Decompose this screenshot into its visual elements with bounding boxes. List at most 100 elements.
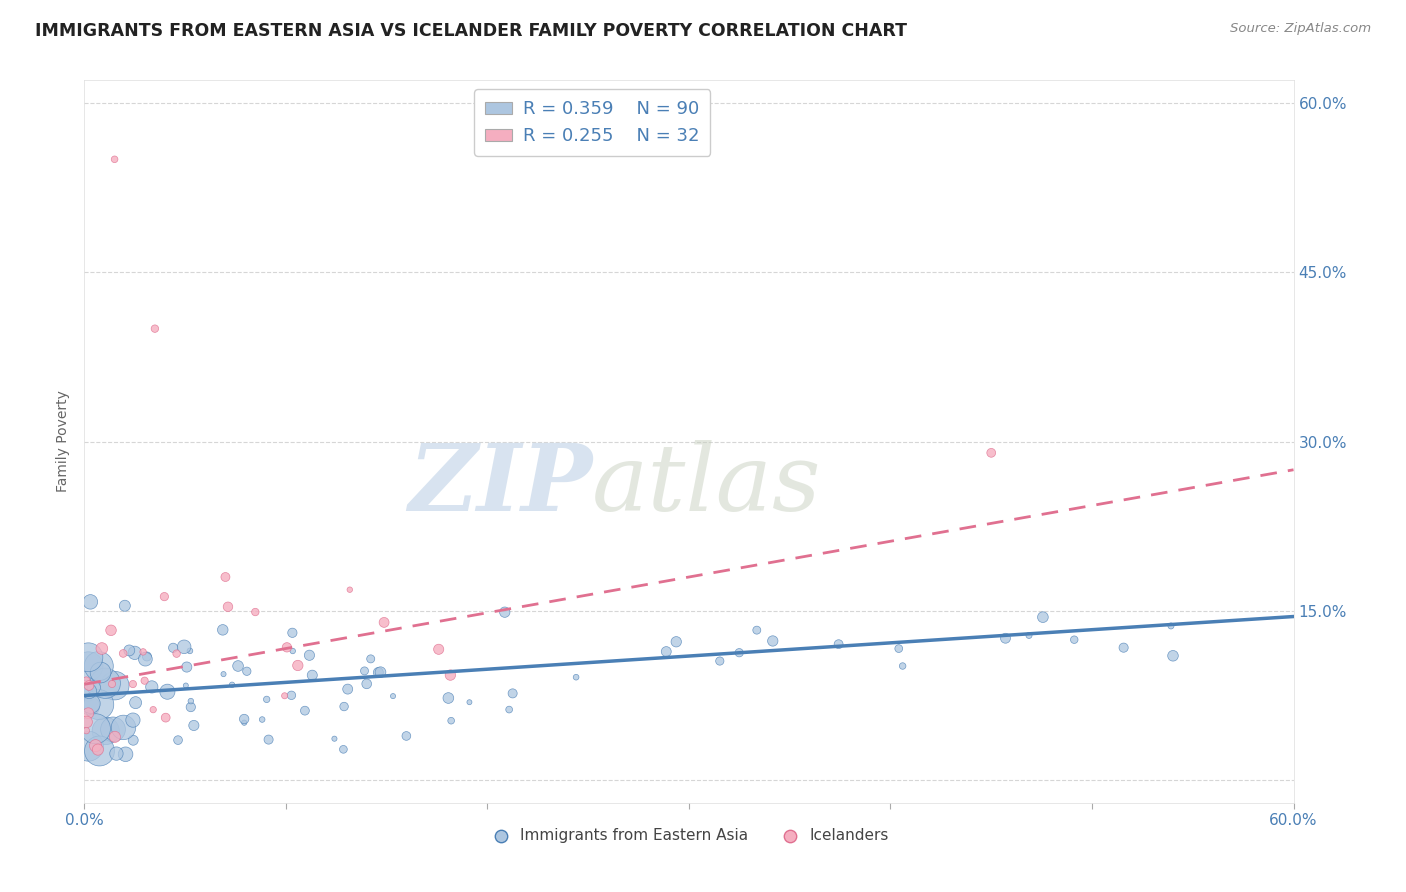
Point <box>458 695 481 709</box>
Point <box>124 646 146 660</box>
Point <box>162 640 184 655</box>
Point <box>179 644 201 658</box>
Point <box>173 640 195 654</box>
Point <box>75 723 97 738</box>
Point <box>89 744 111 758</box>
Point <box>100 624 122 638</box>
Point <box>136 649 159 664</box>
Point <box>221 678 243 692</box>
Point <box>79 697 101 711</box>
Point <box>370 665 392 680</box>
Point <box>83 681 105 695</box>
Point <box>104 679 127 693</box>
Point <box>217 599 239 614</box>
Point <box>87 742 110 756</box>
Point <box>827 637 849 651</box>
Point <box>84 739 107 753</box>
Point <box>382 689 405 703</box>
Point <box>360 652 382 666</box>
Point <box>212 667 235 681</box>
Point <box>498 702 520 716</box>
Point <box>174 678 197 692</box>
Point <box>356 677 378 691</box>
Point <box>214 570 236 584</box>
Point <box>1160 619 1182 633</box>
Point <box>367 665 389 680</box>
Point <box>79 699 101 714</box>
Point <box>1161 648 1184 663</box>
Point <box>333 699 356 714</box>
Point <box>122 713 145 727</box>
Point <box>90 665 112 680</box>
Point <box>90 641 112 656</box>
Point <box>79 595 101 609</box>
Point <box>439 668 461 682</box>
Point <box>245 605 267 619</box>
Point <box>336 682 359 697</box>
Point <box>77 659 100 673</box>
Point <box>112 720 135 734</box>
Point <box>183 718 205 732</box>
Point <box>323 731 346 746</box>
Point <box>114 599 136 613</box>
Point <box>762 634 785 648</box>
Point <box>122 677 145 691</box>
Point <box>427 642 450 657</box>
Point <box>211 623 233 637</box>
Point <box>84 722 107 736</box>
Point <box>87 698 110 712</box>
Point <box>77 706 100 721</box>
Point <box>281 644 304 658</box>
Point <box>440 714 463 728</box>
Point <box>180 694 202 708</box>
Point <box>233 715 256 730</box>
Point <box>709 654 731 668</box>
Point <box>502 686 524 700</box>
Point <box>332 742 354 756</box>
Point <box>87 659 110 673</box>
Point <box>94 676 117 690</box>
Point <box>273 689 295 703</box>
Point <box>395 729 418 743</box>
Point <box>257 732 280 747</box>
Point <box>134 652 156 666</box>
Point <box>143 321 166 335</box>
Point <box>353 664 375 678</box>
Point <box>104 153 127 167</box>
Point <box>1032 610 1054 624</box>
Point <box>980 446 1002 460</box>
Point <box>76 714 98 729</box>
Point <box>156 684 179 698</box>
Point <box>132 645 155 659</box>
Point <box>176 660 198 674</box>
Y-axis label: Family Poverty: Family Poverty <box>56 391 70 492</box>
Point <box>294 704 316 718</box>
Point <box>77 684 100 698</box>
Point <box>112 647 135 661</box>
Point <box>101 677 124 691</box>
Point <box>124 696 146 710</box>
Point <box>75 673 97 688</box>
Point <box>134 673 156 688</box>
Point <box>1112 640 1135 655</box>
Point <box>373 615 395 630</box>
Point <box>565 670 588 684</box>
Point <box>655 644 678 658</box>
Point <box>114 747 136 762</box>
Point <box>437 691 460 706</box>
Point <box>94 723 117 738</box>
Point <box>155 711 177 725</box>
Text: atlas: atlas <box>592 440 821 530</box>
Point <box>1063 632 1085 647</box>
Point <box>256 692 278 706</box>
Point <box>301 668 323 682</box>
Point <box>118 643 141 657</box>
Point <box>494 605 516 619</box>
Point <box>250 713 273 727</box>
Point <box>745 623 768 637</box>
Text: IMMIGRANTS FROM EASTERN ASIA VS ICELANDER FAMILY POVERTY CORRELATION CHART: IMMIGRANTS FROM EASTERN ASIA VS ICELANDE… <box>35 22 907 40</box>
Point <box>728 646 751 660</box>
Text: Source: ZipAtlas.com: Source: ZipAtlas.com <box>1230 22 1371 36</box>
Point <box>287 658 309 673</box>
Point <box>280 688 302 702</box>
